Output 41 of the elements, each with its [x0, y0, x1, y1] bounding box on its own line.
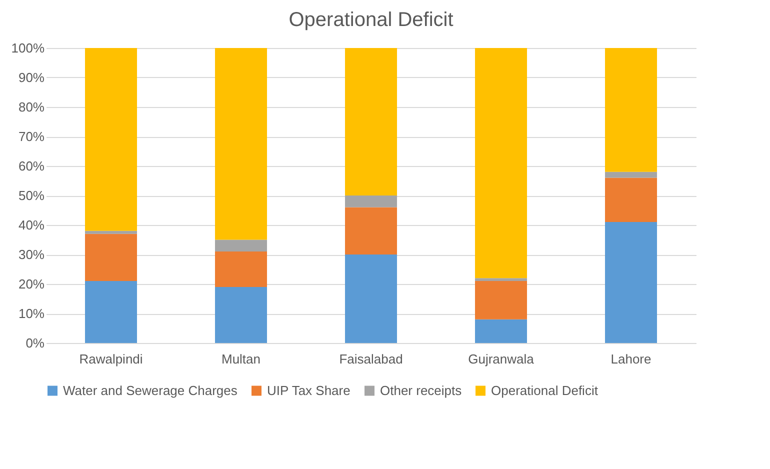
bar: [475, 48, 527, 278]
y-tick-label: 0%: [26, 336, 45, 350]
y-tick-label: 50%: [18, 188, 45, 203]
y-tick-label: 70%: [18, 129, 45, 144]
y-tick-label: 30%: [18, 247, 45, 262]
bar: [345, 196, 397, 208]
y-tick-label: 40%: [18, 218, 45, 232]
bar: [345, 207, 397, 254]
bar: [215, 286, 267, 343]
y-tick-label: 100%: [11, 40, 45, 56]
x-tick-label: Rawalpindi: [79, 352, 143, 366]
bar: [605, 222, 657, 343]
y-tick-label: 60%: [18, 158, 45, 174]
bar: [345, 48, 397, 196]
bar: [85, 281, 137, 343]
legend-label: Other receipts: [380, 382, 462, 398]
bar: [475, 281, 527, 320]
legend-label: Water and Sewerage Charges: [63, 382, 238, 398]
x-tick-label: Lahore: [610, 352, 652, 366]
bar: [475, 319, 527, 343]
bar: [605, 172, 657, 178]
y-tick-label: 10%: [18, 306, 45, 321]
bar: [85, 48, 137, 231]
y-tick-label: 80%: [18, 100, 45, 114]
y-tick-label: 20%: [18, 276, 45, 292]
x-tick-label: Gujranwala: [468, 352, 535, 366]
bar: [215, 48, 267, 240]
bar: [85, 230, 137, 234]
x-tick-label: Multan: [221, 352, 261, 366]
bar: [605, 48, 657, 172]
bar: [475, 278, 527, 282]
legend-label: Operational Deficit: [491, 382, 598, 398]
legend-label: UIP Tax Share: [267, 382, 350, 398]
x-tick-label: Faisalabad: [339, 352, 403, 366]
y-tick-label: 90%: [18, 70, 45, 85]
bar: [215, 240, 267, 252]
bar: [605, 178, 657, 222]
bar: [345, 254, 397, 343]
chart-title: Operational Deficit: [288, 9, 454, 31]
bar: [85, 234, 137, 282]
bar: [215, 252, 267, 287]
